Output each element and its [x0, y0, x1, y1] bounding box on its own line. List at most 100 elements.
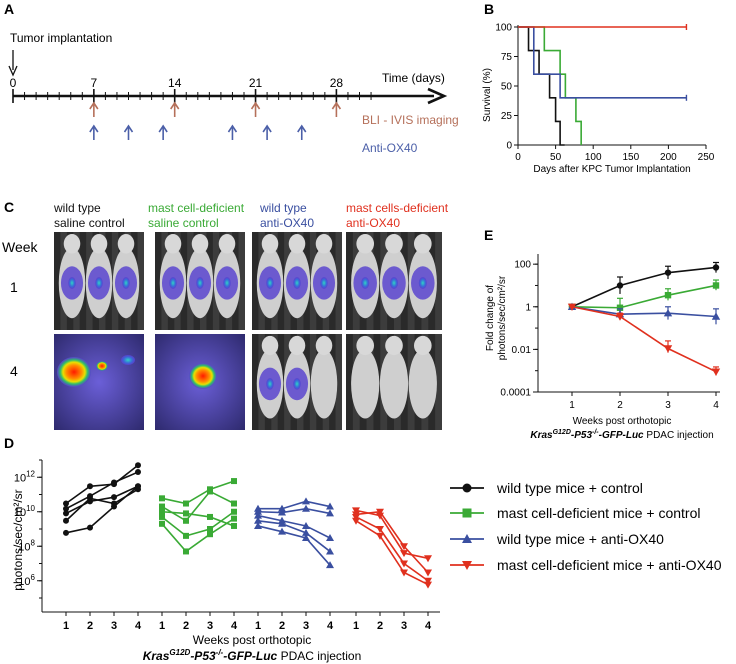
scatter-x-tick-label: 4	[425, 620, 432, 632]
tile-stripe	[252, 232, 259, 330]
marker-square	[712, 282, 720, 289]
survival-y-tick-label: 0	[506, 141, 512, 152]
fold-xlabel-1: Weeks post orthotopic	[573, 416, 672, 427]
imaging-tile	[346, 334, 442, 430]
bli-signal-core	[266, 277, 274, 289]
marker-square	[664, 291, 672, 299]
marker-circle	[135, 483, 141, 490]
marker-circle	[135, 469, 141, 476]
tile-stripe	[346, 232, 353, 330]
survival-y-tick-label: 50	[501, 82, 513, 93]
fold-y-tick-label: 100	[514, 260, 531, 271]
scatter-x-tick-label: 2	[377, 620, 383, 632]
imaging-tile	[54, 232, 144, 330]
scatter-x-tick-label: 3	[207, 620, 213, 632]
marker-triangle-up	[326, 561, 334, 569]
ox40-arrow-head	[89, 124, 99, 133]
scatter-mouse-line	[161, 517, 235, 553]
fold-xlabel-sup1: G12D	[553, 429, 571, 436]
mouse-head	[164, 233, 182, 254]
marker-triangle-up	[278, 527, 286, 535]
group-4-line-2: anti-OX40	[346, 216, 400, 230]
marker-triangle-down	[376, 526, 384, 533]
fold-xlabel-p53: -P53	[571, 430, 593, 441]
timeline-tick-label: 21	[249, 76, 263, 90]
legend-ox40-label: Anti-OX40	[362, 141, 418, 155]
mouse-head	[315, 335, 333, 356]
bli-hotspot	[121, 355, 135, 365]
fold-x-tick-label: 3	[665, 400, 671, 411]
timeline-tick-labels: 0 7 14 21 28	[10, 76, 344, 90]
scatter-xlabel-p53: -P53	[190, 649, 216, 663]
mouse-head	[218, 233, 236, 254]
mouse-head	[191, 233, 209, 254]
scatter-xlabel-gfp: -GFP-Luc	[223, 649, 277, 663]
marker-square	[231, 515, 237, 522]
scatter-mouse-line	[161, 511, 235, 537]
timeline-axis-label: Time (days)	[382, 71, 445, 85]
marker-triangle-down	[352, 507, 360, 515]
timeline-arrows	[89, 101, 342, 140]
fold-line	[571, 284, 717, 309]
marker-square	[159, 513, 165, 520]
legend-item-mcd-ox40: mast cell-deficient mice + anti-OX40	[450, 557, 722, 573]
scatter-mouse-line	[355, 520, 429, 586]
scatter-mouse-line	[161, 480, 235, 505]
ox40-arrow-head	[297, 124, 307, 133]
scatter-y-tick-exp: 12	[26, 469, 35, 478]
marker-square	[207, 526, 213, 532]
legend-item-wt-ox40: wild type mice + anti-OX40	[450, 531, 664, 547]
scatter-mouse-line	[65, 485, 139, 515]
marker-square	[207, 488, 213, 495]
scatter-mouse-line	[257, 514, 331, 539]
marker-triangle-up	[254, 511, 262, 519]
survival-x-tick-label: 100	[585, 152, 602, 163]
fold-y-tick-label: 1	[525, 302, 531, 313]
bli-signal-core	[223, 277, 231, 289]
mouse-head	[261, 335, 279, 356]
bli-arrow-head	[331, 101, 342, 110]
mouse-head	[117, 233, 135, 254]
survival-line	[518, 26, 582, 145]
scatter-mouse-line	[257, 519, 331, 553]
scatter-x-tick-label: 2	[87, 620, 93, 632]
scatter-x-tick-label: 3	[401, 620, 407, 632]
scatter-x-tick-label: 4	[231, 620, 238, 632]
ox40-arrow-head	[123, 124, 134, 133]
scatter-y-tick-label: 106	[18, 573, 35, 588]
imaging-tile	[155, 334, 245, 430]
group-1-line-2: saline control	[54, 216, 125, 230]
marker-triangle-up	[663, 308, 673, 317]
mouse-head	[413, 233, 432, 254]
scatter-y-tick-base: 10	[14, 472, 26, 484]
timeline-tick-label: 0	[10, 76, 17, 90]
legend-marker-square	[462, 508, 472, 518]
marker-triangle-down	[424, 569, 432, 577]
scatter-mouse-line	[65, 471, 139, 510]
survival-y-tick-label: 75	[501, 52, 513, 63]
imaging-tiles	[54, 232, 442, 430]
marker-triangle-down	[376, 508, 384, 516]
scatter-mouse-line	[257, 507, 331, 515]
scatter-x-tick-label: 3	[303, 620, 309, 632]
marker-square	[231, 500, 237, 507]
group-2-line-2: saline control	[148, 216, 219, 230]
marker-circle	[664, 269, 672, 276]
bli-signal-core	[122, 277, 130, 289]
marker-circle	[87, 495, 93, 502]
scatter-xlabel-1: Weeks post orthotopic	[193, 633, 312, 647]
survival-x-tick-label: 200	[660, 152, 677, 163]
marker-triangle-down	[424, 581, 432, 589]
fold-line	[571, 305, 717, 318]
marker-circle	[63, 529, 69, 536]
fold-x-tick-label: 1	[569, 400, 575, 411]
legend-marker-triangle-up	[462, 534, 472, 543]
scatter-y-tick-exp: 10	[26, 504, 35, 513]
legend-label-wt-control: wild type mice + control	[496, 480, 643, 496]
mouse-head	[315, 233, 333, 254]
fold-xlabel-tail: PDAC injection	[644, 430, 714, 441]
scatter-y-tick-exp: 6	[31, 573, 36, 582]
survival-x-tick-label: 150	[622, 152, 639, 163]
legend-marker-circle	[462, 483, 472, 493]
imaging-tile	[252, 232, 342, 330]
